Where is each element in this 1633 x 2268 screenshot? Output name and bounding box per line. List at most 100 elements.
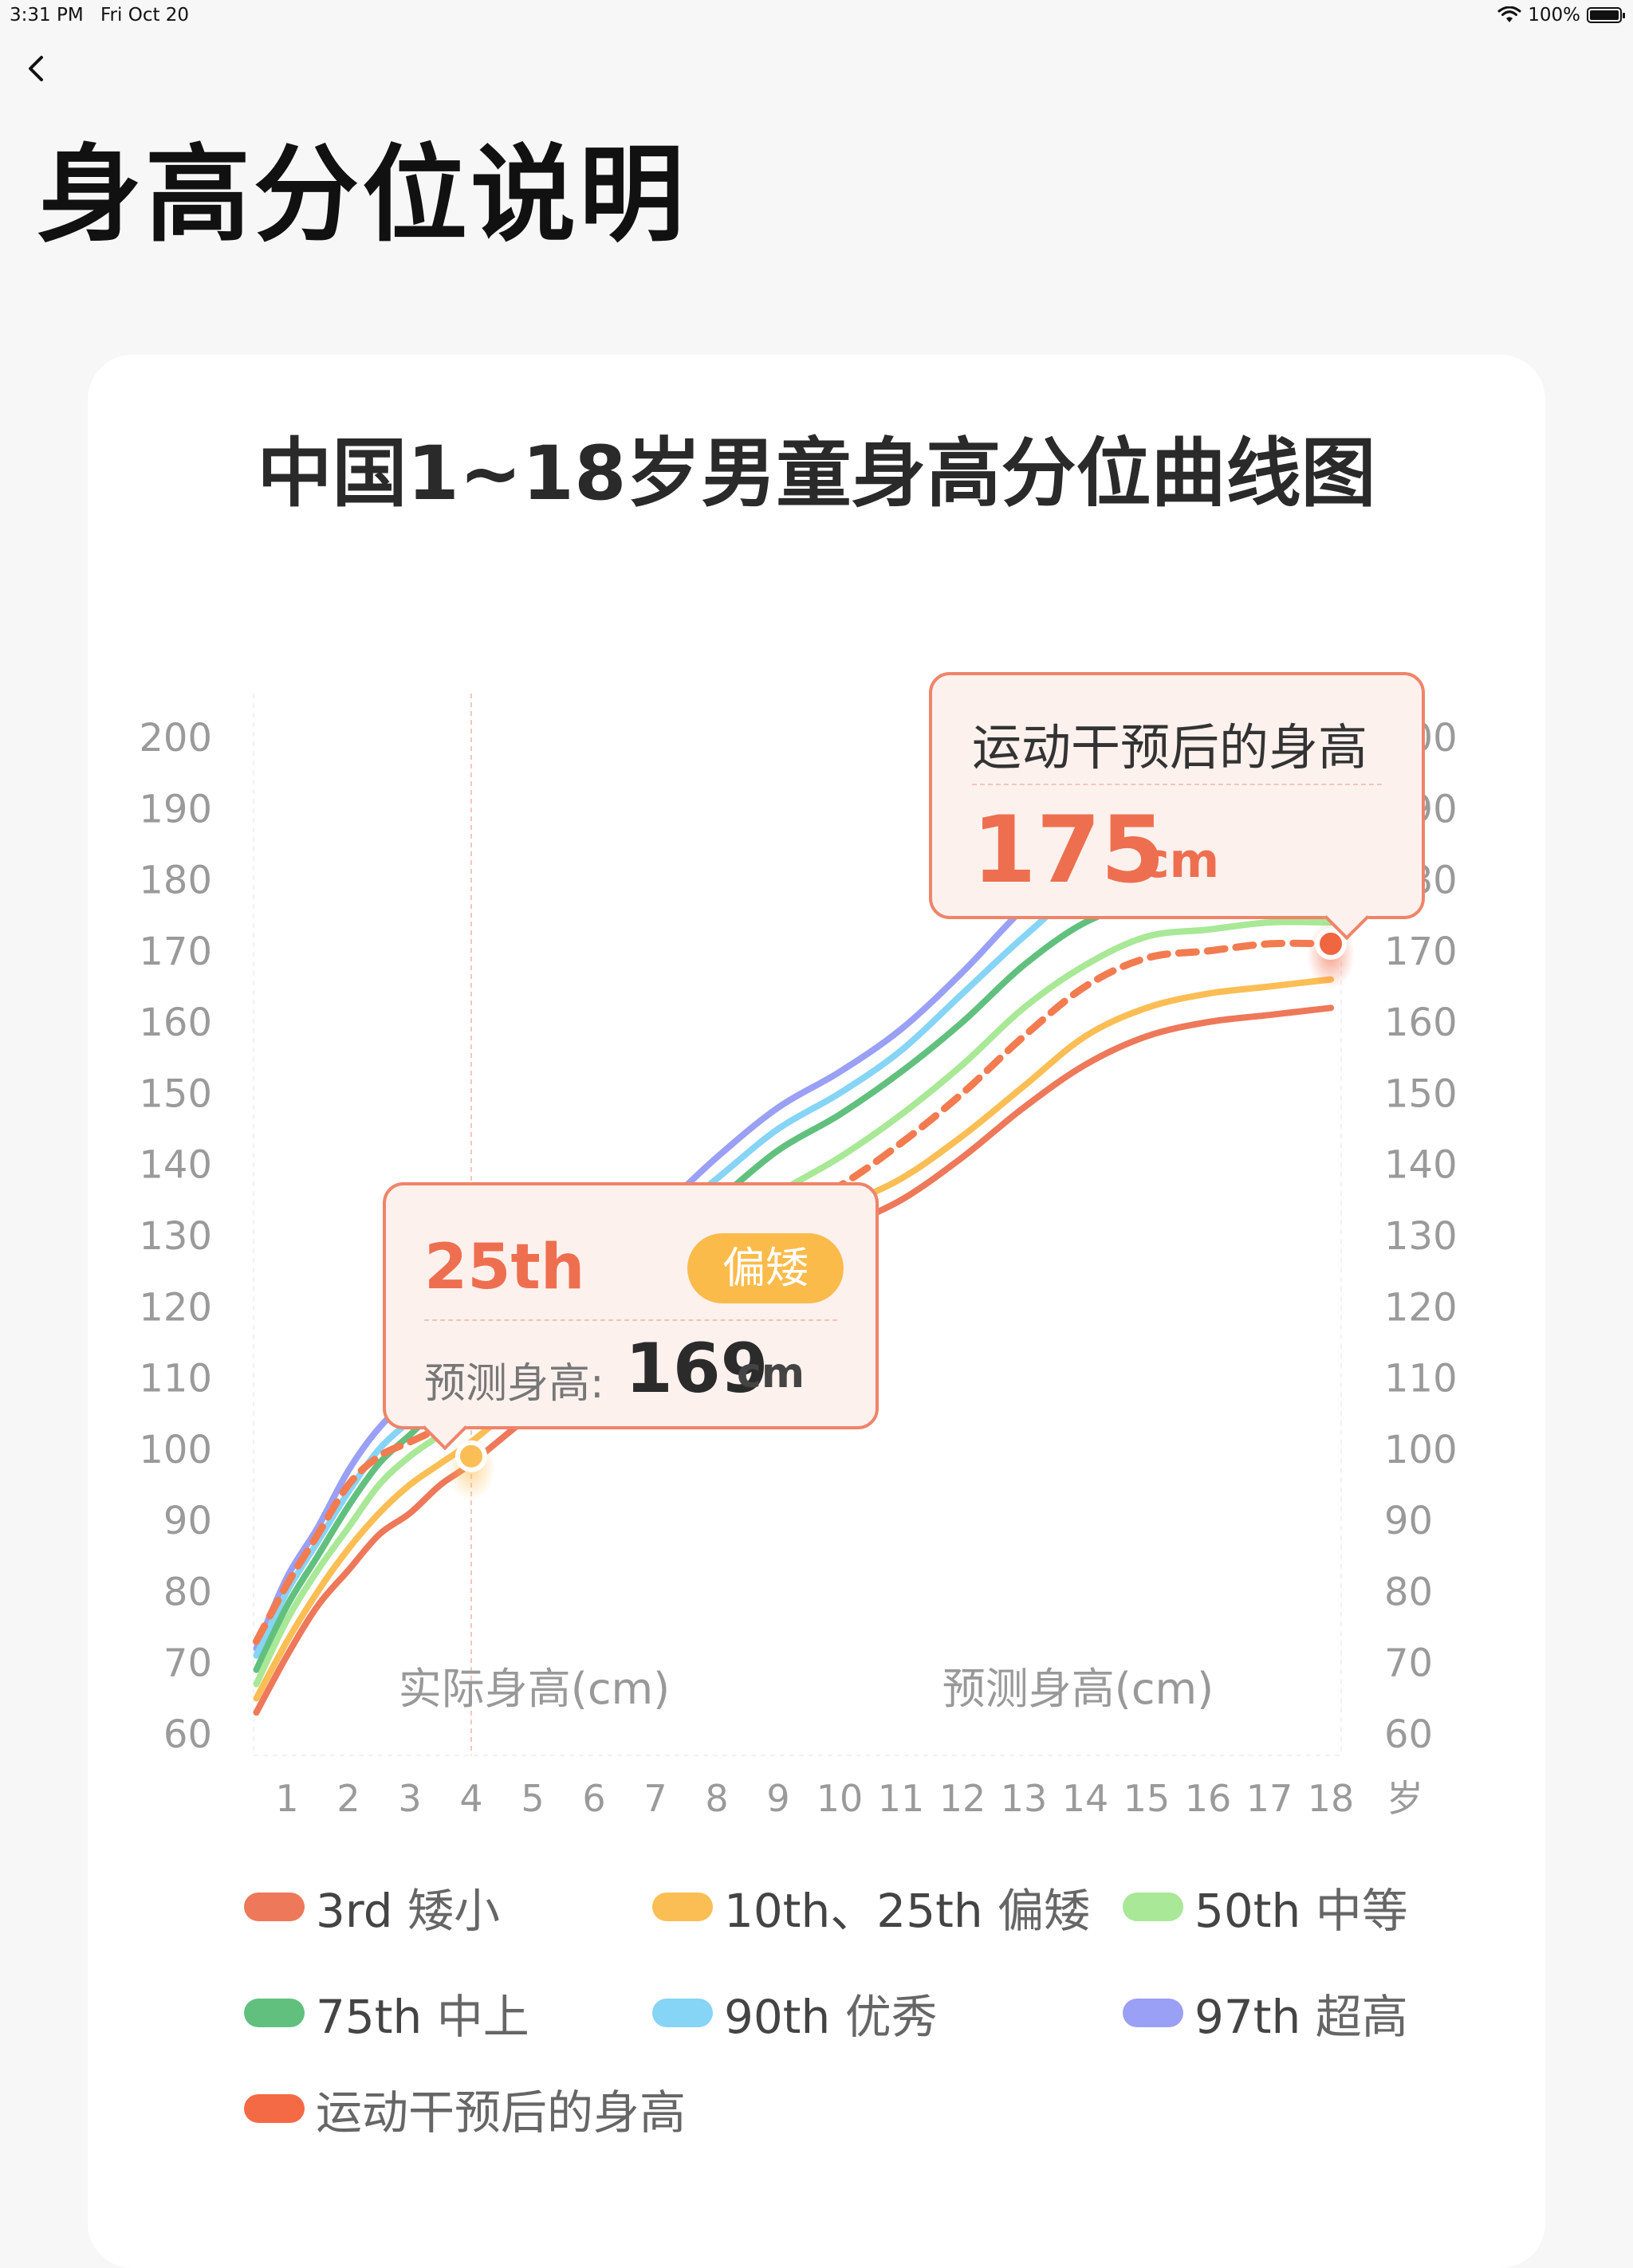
y-tick-left: 70 bbox=[163, 1641, 212, 1686]
battery-level bbox=[1590, 10, 1619, 20]
legend-desc: 超高 bbox=[1315, 1990, 1408, 2044]
legend-rank: 90th bbox=[724, 1990, 831, 2044]
legend-item-75th: 75th 中上 bbox=[244, 1981, 529, 2045]
status-indicators: 100% bbox=[1497, 5, 1625, 26]
percentile-tooltip: 25th 偏矮 预测身高: 169 cm bbox=[383, 1182, 879, 1451]
legend-rank: 50th bbox=[1194, 1884, 1301, 1938]
status-time: 3:31 PM bbox=[10, 5, 84, 26]
y-tick-left: 80 bbox=[163, 1570, 212, 1614]
x-tick: 1 bbox=[275, 1777, 298, 1820]
legend-rank: 97th bbox=[1194, 1990, 1301, 2044]
y-tick-left: 90 bbox=[163, 1499, 212, 1543]
x-tick: 10 bbox=[816, 1777, 864, 1820]
x-tick: 16 bbox=[1185, 1777, 1232, 1820]
y-tick-right: 130 bbox=[1384, 1214, 1458, 1259]
predicted-height-value: 169 bbox=[625, 1329, 769, 1409]
growth-chart: 6070809010011012013014015016017018019020… bbox=[139, 694, 1458, 1820]
page-title: 身高分位说明 bbox=[37, 134, 687, 257]
intervention-label: 运动干预后的身高 bbox=[972, 718, 1368, 776]
legend-desc: 中上 bbox=[436, 1990, 529, 2044]
legend-desc: 矮小 bbox=[407, 1884, 500, 1938]
wifi-icon bbox=[1497, 6, 1521, 22]
legend-item-50th: 50th 中等 bbox=[1123, 1875, 1408, 1939]
marker-point-intervention bbox=[1315, 927, 1347, 960]
predicted-height-label: 预测身高: bbox=[424, 1360, 604, 1408]
legend-desc: 偏矮 bbox=[998, 1884, 1091, 1938]
y-tick-right: 120 bbox=[1384, 1285, 1458, 1330]
back-button[interactable] bbox=[21, 53, 53, 85]
x-tick: 8 bbox=[705, 1777, 728, 1820]
battery-icon bbox=[1587, 7, 1625, 23]
legend-rank: 3rd bbox=[316, 1884, 393, 1938]
legend-rank: 10th、25th bbox=[724, 1884, 983, 1938]
y-tick-left: 160 bbox=[139, 1000, 212, 1045]
predicted-height-unit: cm bbox=[737, 1350, 805, 1397]
divider bbox=[972, 784, 1382, 785]
y-tick-right: 170 bbox=[1384, 930, 1458, 974]
legend-rank: 75th bbox=[316, 1990, 423, 2044]
y-tick-left: 120 bbox=[139, 1285, 212, 1330]
y-tick-right: 110 bbox=[1384, 1357, 1458, 1401]
x-tick: 5 bbox=[521, 1777, 544, 1820]
legend-swatch bbox=[1123, 1999, 1183, 2027]
y-tick-left: 100 bbox=[139, 1428, 212, 1472]
legend-swatch bbox=[244, 1893, 305, 1921]
y-tick-left: 150 bbox=[139, 1071, 212, 1116]
marker-point-current bbox=[455, 1440, 487, 1472]
x-tick: 3 bbox=[398, 1777, 421, 1820]
intervention-value: 175 bbox=[972, 796, 1166, 904]
battery-percent: 100% bbox=[1528, 5, 1580, 26]
legend-swatch bbox=[244, 2094, 305, 2123]
legend-item-10th-25th: 10th、25th 偏矮 bbox=[652, 1875, 1090, 1939]
x-tick: 13 bbox=[1001, 1777, 1048, 1820]
legend-swatch bbox=[1123, 1893, 1183, 1921]
legend-swatch bbox=[244, 1999, 305, 2027]
legend-item-intervention: 运动干预后的身高 bbox=[244, 2077, 686, 2140]
intervention-tooltip: 运动干预后的身高 175 cm bbox=[929, 672, 1425, 941]
region-label-predicted: 预测身高(cm) bbox=[942, 1664, 1214, 1714]
x-tick: 14 bbox=[1062, 1777, 1109, 1820]
y-tick-right: 80 bbox=[1384, 1570, 1433, 1614]
x-tick: 6 bbox=[582, 1777, 605, 1820]
intervention-unit: cm bbox=[1141, 833, 1220, 889]
legend-item-97th: 97th 超高 bbox=[1123, 1981, 1408, 2045]
x-tick: 7 bbox=[643, 1777, 667, 1820]
y-tick-left: 110 bbox=[139, 1357, 212, 1401]
x-tick: 12 bbox=[939, 1777, 986, 1820]
y-tick-left: 190 bbox=[139, 787, 212, 831]
y-tick-right: 160 bbox=[1384, 1000, 1458, 1045]
status-bar: 3:31 PM Fri Oct 20 100% bbox=[0, 0, 1633, 32]
chevron-left-icon bbox=[29, 56, 43, 81]
y-tick-left: 130 bbox=[139, 1214, 212, 1259]
chart-title: 中国1~18岁男童身高分位曲线图 bbox=[257, 430, 1376, 517]
y-tick-left: 140 bbox=[139, 1143, 212, 1188]
legend-swatch bbox=[652, 1893, 713, 1921]
x-tick: 11 bbox=[878, 1777, 925, 1820]
y-tick-left: 60 bbox=[163, 1712, 212, 1757]
status-date: Fri Oct 20 bbox=[100, 5, 190, 26]
x-tick: 9 bbox=[766, 1777, 789, 1820]
x-tick: 15 bbox=[1123, 1777, 1171, 1820]
percentile-rank: 25th bbox=[424, 1232, 585, 1303]
x-tick: 18 bbox=[1308, 1777, 1355, 1820]
y-tick-right: 60 bbox=[1384, 1712, 1433, 1757]
legend-item-90th: 90th 优秀 bbox=[652, 1981, 938, 2045]
x-axis-unit: 岁 bbox=[1387, 1777, 1423, 1820]
y-tick-right: 100 bbox=[1384, 1428, 1458, 1472]
legend-desc: 中等 bbox=[1315, 1884, 1408, 1938]
divider bbox=[424, 1319, 837, 1321]
y-tick-left: 200 bbox=[139, 716, 212, 761]
y-tick-right: 150 bbox=[1384, 1071, 1458, 1116]
legend-desc: 运动干预后的身高 bbox=[316, 2085, 687, 2140]
y-tick-right: 90 bbox=[1384, 1499, 1433, 1543]
region-label-actual: 实际身高(cm) bbox=[399, 1664, 670, 1714]
x-tick: 4 bbox=[459, 1777, 482, 1820]
legend-item-3rd: 3rd 矮小 bbox=[244, 1875, 500, 1939]
y-tick-right: 70 bbox=[1384, 1641, 1433, 1686]
x-tick: 2 bbox=[336, 1777, 360, 1820]
legend-desc: 优秀 bbox=[844, 1990, 938, 2044]
x-tick: 17 bbox=[1246, 1777, 1293, 1820]
status-badge: 偏矮 bbox=[687, 1233, 844, 1303]
y-tick-right: 140 bbox=[1384, 1143, 1458, 1188]
y-tick-left: 170 bbox=[139, 930, 212, 974]
